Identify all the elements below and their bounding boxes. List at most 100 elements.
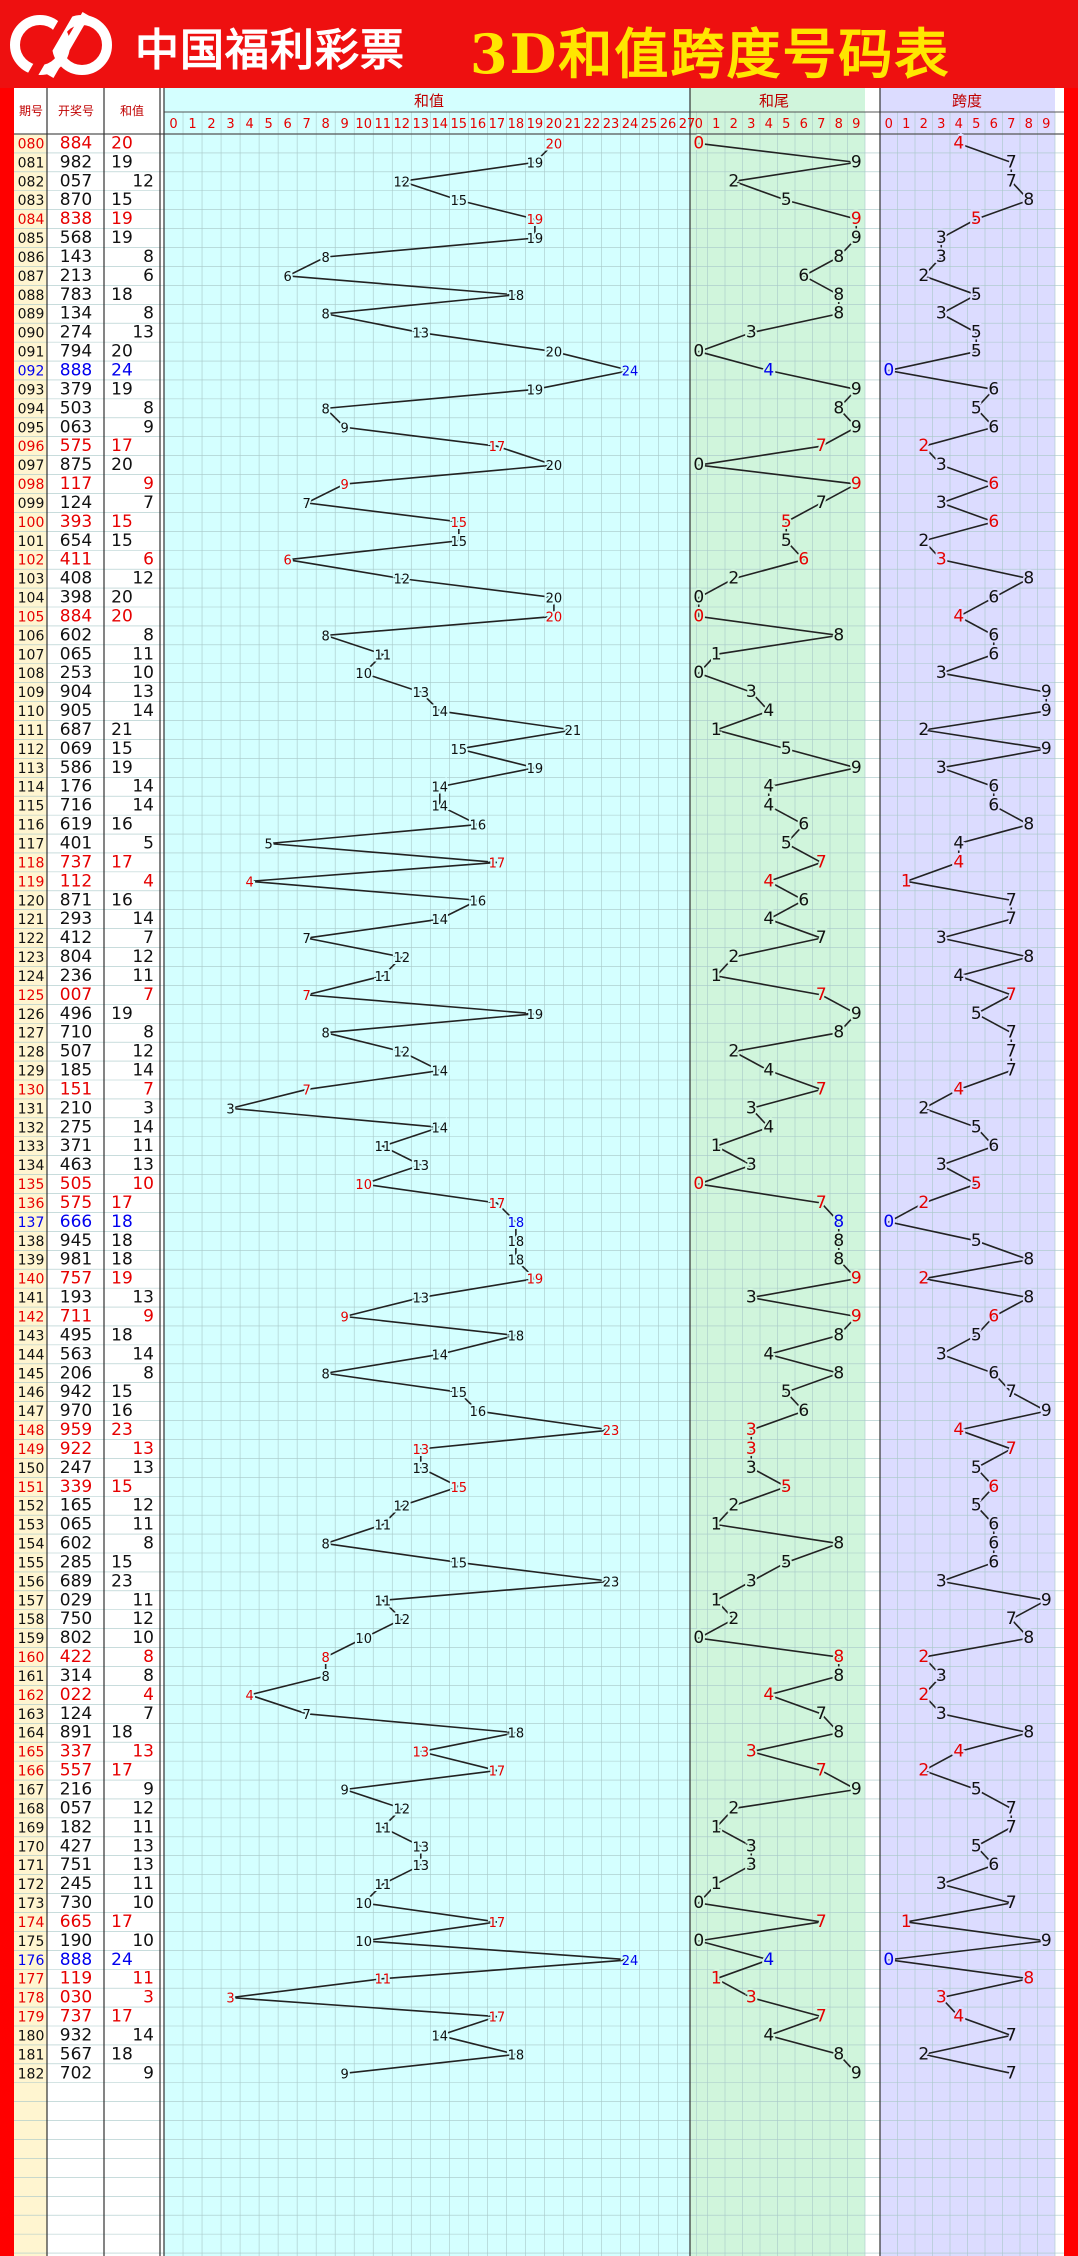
sum-value-cell: 12 [132, 1609, 154, 1629]
draw-number-cell: 379 [60, 379, 92, 399]
draw-number-cell: 069 [60, 739, 92, 759]
span-marker: 4 [953, 1420, 964, 1440]
period-cell: 177 [18, 1972, 45, 1988]
tail-marker: 3 [746, 1458, 757, 1478]
sum-marker: 23 [603, 1424, 620, 1439]
span-chart-header: 跨度 [952, 92, 982, 110]
sum-axis-label: 0 [169, 117, 177, 132]
tail-marker: 0 [693, 606, 704, 626]
sum-marker: 20 [546, 459, 563, 474]
draw-number-cell: 838 [60, 209, 92, 229]
sum-value-cell: 19 [111, 1269, 133, 1289]
draw-number-cell: 190 [60, 1931, 92, 1951]
sum-marker: 9 [341, 478, 349, 493]
sum-value-cell: 13 [132, 1439, 154, 1459]
draw-number-cell: 875 [60, 455, 92, 475]
sum-value-cell: 5 [143, 834, 154, 854]
span-marker: 6 [988, 588, 999, 608]
sum-value-cell: 8 [143, 398, 154, 418]
sum-marker: 15 [451, 1556, 468, 1571]
tail-marker: 8 [833, 625, 844, 645]
span-marker: 0 [883, 1212, 894, 1232]
draw-number-cell: 891 [60, 1723, 92, 1743]
tail-marker: 2 [728, 1496, 739, 1516]
tail-marker: 4 [763, 2025, 774, 2045]
sum-marker: 18 [508, 1727, 525, 1742]
period-cell: 133 [18, 1139, 45, 1155]
brand-name: 中国福利彩票 [135, 25, 405, 76]
span-marker: 3 [936, 663, 947, 683]
tail-marker: 9 [851, 1004, 862, 1024]
span-marker: 4 [953, 606, 964, 626]
draw-number-cell: 503 [60, 398, 92, 418]
draw-number-cell: 870 [60, 190, 92, 210]
sum-value-cell: 18 [111, 1231, 133, 1251]
span-axis-label: 7 [1007, 117, 1015, 132]
span-marker: 0 [883, 361, 894, 381]
tail-marker: 5 [781, 190, 792, 210]
span-marker: 5 [971, 323, 982, 343]
sum-value-cell: 9 [143, 417, 154, 437]
sum-value-cell: 15 [111, 739, 133, 759]
sum-axis-label: 23 [603, 117, 620, 132]
sum-axis-label: 18 [508, 117, 525, 132]
sum-value-cell: 14 [132, 1344, 154, 1364]
period-cell: 080 [18, 136, 45, 152]
sum-marker: 6 [283, 270, 291, 285]
sum-value-cell: 17 [111, 2007, 133, 2027]
sum-value-cell: 10 [132, 1931, 154, 1951]
tail-marker: 7 [816, 493, 827, 513]
draw-number-cell: 888 [60, 361, 92, 381]
draw-number-cell: 193 [60, 1288, 92, 1308]
span-marker: 8 [1023, 1250, 1034, 1270]
sum-marker: 19 [527, 1008, 544, 1023]
sum-axis-label: 19 [527, 117, 544, 132]
sum-marker: 11 [374, 1594, 391, 1609]
period-cell: 168 [18, 1801, 45, 1817]
span-marker: 2 [918, 436, 929, 456]
sum-axis-label: 2 [207, 117, 215, 132]
draw-number-cell: 737 [60, 852, 92, 872]
tail-trend-line [696, 142, 859, 2074]
sum-axis-label: 1 [188, 117, 196, 132]
span-marker: 4 [953, 834, 964, 854]
span-marker: 2 [918, 1761, 929, 1781]
period-cell: 110 [18, 704, 45, 720]
tail-marker: 0 [693, 455, 704, 475]
span-marker: 5 [971, 1004, 982, 1024]
draw-number-cell: 339 [60, 1477, 92, 1497]
sum-marker: 20 [546, 346, 563, 361]
tail-marker: 7 [816, 1193, 827, 1213]
tail-marker: 4 [763, 796, 774, 816]
span-axis-label: 6 [990, 117, 998, 132]
draw-number-cell: 398 [60, 588, 92, 608]
sum-marker: 8 [322, 1651, 330, 1666]
sum-value-cell: 9 [143, 1307, 154, 1327]
tail-marker: 3 [746, 1439, 757, 1459]
draw-number-cell: 794 [60, 342, 92, 362]
sum-value-cell: 8 [143, 1023, 154, 1043]
tail-axis-label: 7 [817, 117, 825, 132]
sum-value-cell: 19 [111, 228, 133, 248]
sum-axis-label: 11 [374, 117, 391, 132]
period-cell: 140 [18, 1272, 45, 1288]
period-cell: 156 [18, 1574, 45, 1590]
draw-number-cell: 884 [60, 133, 92, 153]
draw-number-cell: 401 [60, 834, 92, 854]
draw-number-cell: 065 [60, 1515, 92, 1535]
span-marker: 6 [988, 777, 999, 797]
tail-marker: 9 [851, 474, 862, 494]
tail-marker: 3 [746, 1420, 757, 1440]
span-marker: 3 [936, 1155, 947, 1175]
sum-axis-label: 25 [641, 117, 658, 132]
tail-marker: 2 [728, 1042, 739, 1062]
span-marker: 3 [936, 758, 947, 778]
span-marker: 7 [1006, 1061, 1017, 1081]
sum-marker: 12 [393, 1500, 410, 1515]
span-marker: 8 [1023, 1288, 1034, 1308]
tail-marker: 3 [746, 1742, 757, 1762]
sum-value-cell: 12 [132, 569, 154, 589]
tail-marker: 0 [693, 342, 704, 362]
sum-value-cell: 18 [111, 1250, 133, 1270]
period-cell: 171 [18, 1858, 45, 1874]
